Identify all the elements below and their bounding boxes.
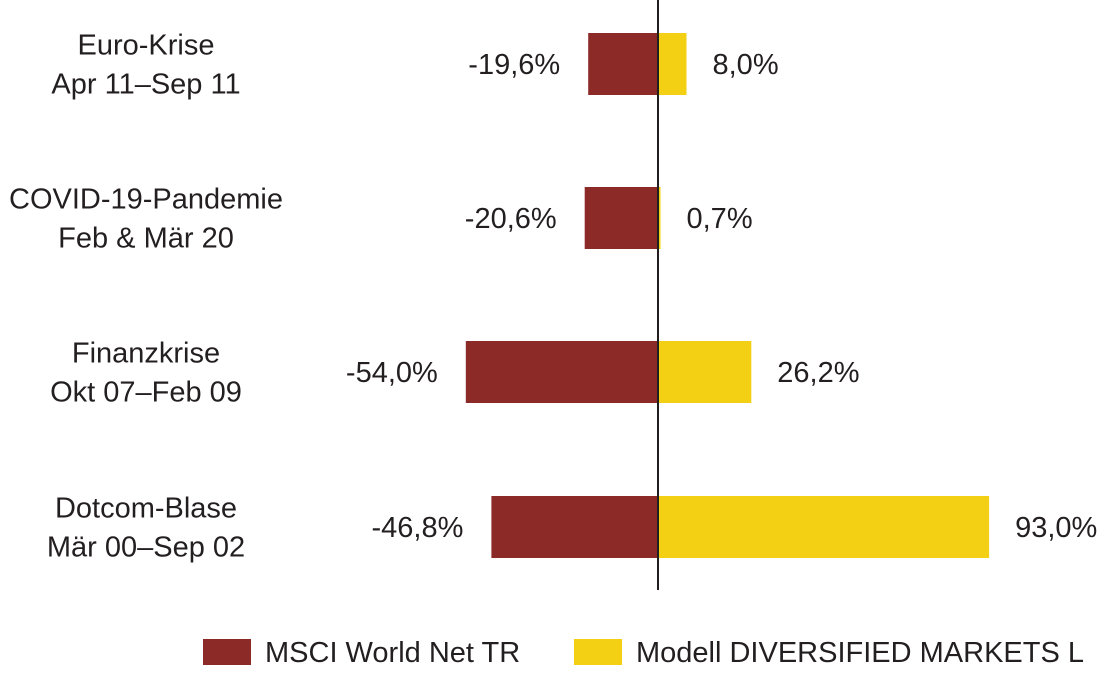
- data-label-modell-diversified-markets-l-euro-krise: 8,0%: [713, 49, 779, 81]
- data-label-modell-diversified-markets-l-dotcom-blase: 93,0%: [1015, 512, 1097, 544]
- data-label-msci-world-net-tr-dotcom-blase: -46,8%: [372, 512, 464, 544]
- bar-modell-diversified-markets-l-euro-krise: [658, 33, 687, 95]
- data-label-modell-diversified-markets-l-finanzkrise: 26,2%: [777, 357, 859, 389]
- category-label-line: Dotcom-Blase: [55, 493, 237, 525]
- bar-msci-world-net-tr-finanzkrise: [465, 341, 658, 403]
- category-label-line: Feb & Mär 20: [58, 223, 234, 255]
- category-label-line: Apr 11–Sep 11: [51, 69, 240, 101]
- category-label-euro-krise: Euro-Krise Apr 11–Sep 11: [51, 30, 240, 101]
- legend-label-msci-world-net-tr: MSCI World Net TR: [265, 637, 520, 669]
- category-label-line: Mär 00–Sep 02: [47, 532, 245, 564]
- legend-swatch-modell-diversified-markets-l: [574, 639, 622, 665]
- legend-label-modell-diversified-markets-l: Modell DIVERSIFIED MARKETS L: [636, 637, 1084, 669]
- category-label-covid-19-pandemie: COVID-19-Pandemie Feb & Mär 20: [9, 184, 283, 255]
- bar-msci-world-net-tr-dotcom-blase: [491, 496, 658, 558]
- category-label-line: COVID-19-Pandemie: [9, 184, 283, 216]
- data-label-modell-diversified-markets-l-covid-19-pandemie: 0,7%: [687, 203, 753, 235]
- bars-layer: [465, 33, 990, 558]
- category-label-line: Euro-Krise: [78, 30, 215, 62]
- bar-modell-diversified-markets-l-covid-19-pandemie: [658, 187, 661, 249]
- legend-swatch-msci-world-net-tr: [203, 639, 251, 665]
- category-label-dotcom-blase: Dotcom-Blase Mär 00–Sep 02: [47, 493, 245, 564]
- bar-modell-diversified-markets-l-dotcom-blase: [658, 496, 990, 558]
- data-label-msci-world-net-tr-covid-19-pandemie: -20,6%: [465, 203, 557, 235]
- legend: MSCI World Net TR Modell DIVERSIFIED MARK…: [203, 637, 1084, 669]
- category-label-line: Okt 07–Feb 09: [50, 377, 242, 409]
- category-label-finanzkrise: Finanzkrise Okt 07–Feb 09: [50, 338, 242, 409]
- labels-layer: Euro-Krise Apr 11–Sep 11 COVID-19-Pandemie…: [9, 30, 1097, 564]
- bar-modell-diversified-markets-l-finanzkrise: [658, 341, 752, 403]
- bar-msci-world-net-tr-covid-19-pandemie: [584, 187, 658, 249]
- category-label-line: Finanzkrise: [72, 338, 220, 370]
- bar-msci-world-net-tr-euro-krise: [588, 33, 658, 95]
- data-label-msci-world-net-tr-euro-krise: -19,6%: [468, 49, 560, 81]
- data-label-msci-world-net-tr-finanzkrise: -54,0%: [346, 357, 438, 389]
